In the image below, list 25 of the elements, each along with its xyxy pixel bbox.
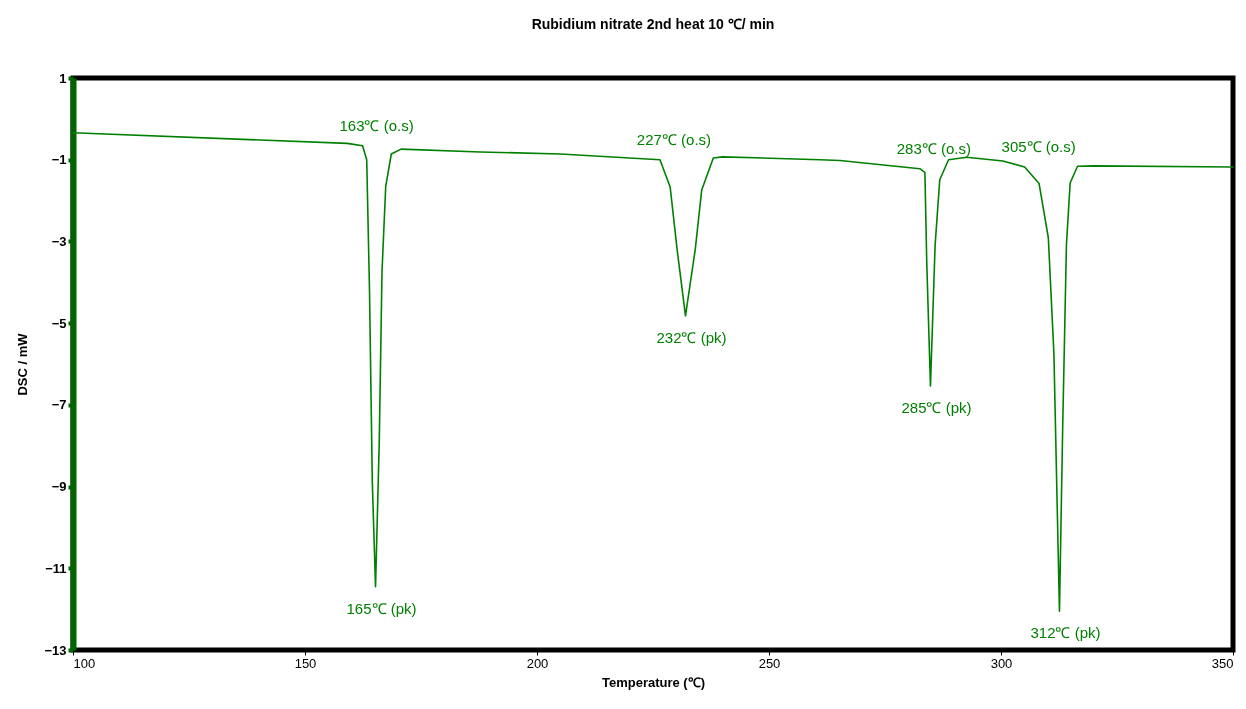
x-tick-label: 200 bbox=[526, 655, 549, 671]
y-tick-label: −9 bbox=[51, 479, 67, 495]
annotation: 285℃ (pk) bbox=[901, 399, 972, 417]
x-tick-label: 100 bbox=[73, 655, 96, 671]
annotation: 232℃ (pk) bbox=[656, 328, 727, 346]
annotation: 163℃ (o.s) bbox=[339, 116, 414, 134]
x-tick-label: 150 bbox=[294, 655, 317, 671]
x-tick-label: 300 bbox=[990, 655, 1013, 671]
y-tick-label: −1 bbox=[51, 152, 67, 168]
annotation: 165℃ (pk) bbox=[346, 599, 417, 617]
x-tick-label: 250 bbox=[758, 655, 781, 671]
y-tick-label: −11 bbox=[45, 560, 67, 576]
annotation: 283℃ (o.s) bbox=[896, 139, 971, 157]
x-tick-label: 350 bbox=[1211, 655, 1234, 671]
annotation: 305℃ (o.s) bbox=[1001, 138, 1076, 156]
y-tick-label: −5 bbox=[51, 315, 67, 331]
y-tick-label: −7 bbox=[51, 397, 67, 413]
y-tick-label: −3 bbox=[51, 233, 67, 249]
y-tick-label: 1 bbox=[59, 70, 67, 86]
y-tick-label: −13 bbox=[44, 642, 67, 658]
x-axis-title: Temperature (℃) bbox=[601, 674, 706, 690]
y-axis-title: DSC / mW bbox=[15, 332, 31, 396]
chart-title: Rubidium nitrate 2nd heat 10 ℃/ min bbox=[531, 16, 775, 32]
annotation: 227℃ (o.s) bbox=[636, 130, 712, 148]
annotation: 312℃ (pk) bbox=[1030, 624, 1101, 642]
